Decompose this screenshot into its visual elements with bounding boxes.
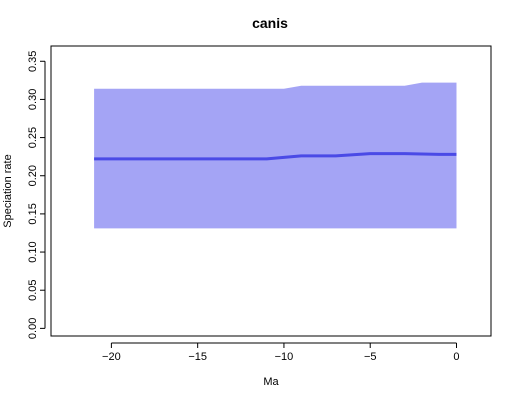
x-tick-label: 0 <box>453 351 459 363</box>
x-axis-title: Ma <box>263 376 279 388</box>
series-line-0 <box>94 152 457 161</box>
y-tick-label: 0.00 <box>27 318 39 339</box>
y-tick-label: 0.20 <box>27 165 39 186</box>
confidence-band-layer <box>94 82 457 229</box>
y-tick-label: 0.15 <box>27 203 39 224</box>
plot-frame <box>50 45 492 337</box>
x-tick-label: −5 <box>364 351 377 363</box>
y-tick-label: 0.05 <box>27 279 39 300</box>
confidence-band <box>94 82 457 229</box>
y-tick-label: 0.30 <box>27 89 39 110</box>
chart-title: canis <box>252 15 288 31</box>
x-axis: −20 −15 −10 −5 0 <box>102 342 460 363</box>
y-tick-label: 0.25 <box>27 127 39 148</box>
x-tick-label: −15 <box>188 351 207 363</box>
y-axis-title: Speciation rate <box>2 154 14 227</box>
y-tick-label: 0.10 <box>27 241 39 262</box>
series-line-layer <box>94 152 457 161</box>
y-tick-label: 0.35 <box>27 51 39 72</box>
x-tick-label: −10 <box>275 351 294 363</box>
y-axis: 0.00 0.05 0.10 0.15 0.20 0.25 0.30 0.35 <box>27 51 46 339</box>
x-tick-label: −20 <box>102 351 121 363</box>
